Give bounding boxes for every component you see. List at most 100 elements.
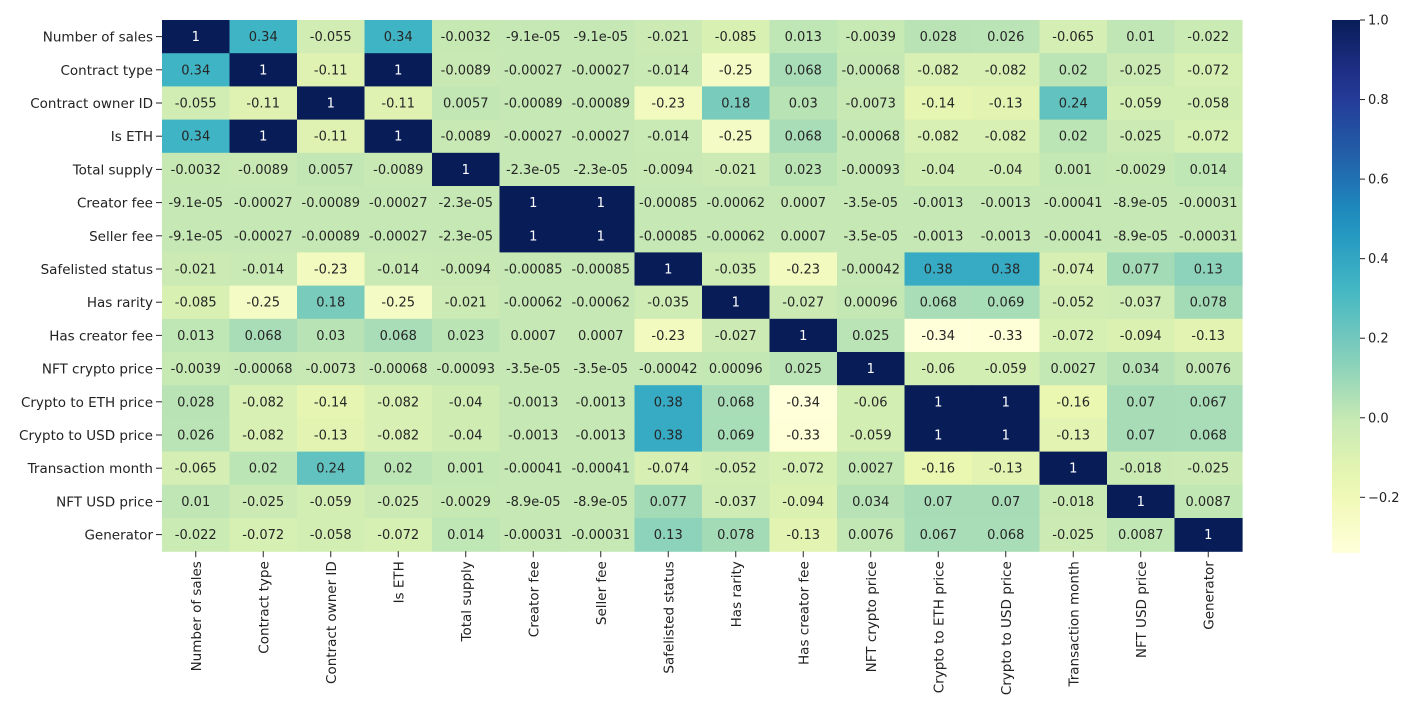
row-label: Safelisted status [41,262,153,278]
heatmap-cell [499,86,568,121]
cell-value-label: -0.00089 [504,97,562,112]
cell-value-label: 0.077 [1122,263,1159,278]
heatmap-cell [1174,451,1243,486]
cell-value-label: -0.025 [1052,528,1094,543]
column-label: Safelisted status [661,561,677,673]
heatmap-cell [769,451,838,486]
cell-value-label: 1 [529,229,537,244]
cell-value-label: 0.023 [785,163,822,178]
heatmap-cell [1107,219,1176,253]
cell-value-label: -0.00085 [639,229,697,244]
cell-value-label: 1 [934,395,942,410]
cell-value-label: 1 [259,63,267,78]
column-label: Transaction month [1066,561,1082,687]
heatmap-cell [702,318,771,353]
column-label: Crypto to USD price [999,561,1015,695]
cell-value-label: -0.0073 [846,97,896,112]
heatmap-cell [297,285,366,320]
cell-value-label: 0.03 [316,329,345,344]
cell-value-label: -0.052 [715,462,757,477]
heatmap-cell [297,484,366,519]
heatmap-cell [1107,252,1176,287]
cell-value-label: -0.23 [651,329,685,344]
cell-value-label: -0.00027 [234,229,292,244]
cell-value-label: -0.059 [850,429,892,444]
heatmap-cell [364,152,433,187]
heatmap-cell [1174,285,1243,320]
heatmap-cell [634,186,703,220]
heatmap-cell [364,86,433,121]
cell-value-label: 1 [1069,462,1077,477]
heatmap-cell [567,53,636,87]
heatmap-cell [1039,86,1108,121]
cell-value-label: -0.052 [1052,296,1094,311]
column-label: Total supply [459,561,475,642]
heatmap-cell [162,252,231,287]
heatmap-cell [297,53,366,87]
cell-value-label: -0.0013 [981,196,1031,211]
cell-value-label: -0.00068 [842,63,900,78]
cell-value-label: -0.014 [242,263,284,278]
heatmap-cell [1039,53,1108,87]
heatmap-cell [499,451,568,486]
cell-value-label: -0.0039 [846,30,896,45]
colorbar-tick-label: 1.0 [1368,14,1389,29]
cell-value-label: 0.013 [785,30,822,45]
heatmap-cell [1039,285,1108,320]
heatmap-cell [972,285,1041,320]
heatmap-cell [567,219,636,253]
cell-value-label: 0.03 [789,97,818,112]
cell-value-label: -0.014 [647,130,689,145]
heatmap-cell [364,385,433,419]
cell-value-label: 1 [1204,528,1212,543]
cell-value-label: 0.069 [717,429,754,444]
heatmap-cell [837,385,906,419]
cell-value-label: 0.02 [1059,63,1088,78]
cell-value-label: -0.34 [786,395,820,410]
heatmap-cell [499,285,568,320]
cell-value-label: -0.021 [715,163,757,178]
heatmap-cell [297,352,366,386]
cell-value-label: -0.04 [449,395,483,410]
heatmap-cell [702,451,771,486]
heatmap-cell [432,53,501,87]
cell-value-label: 1 [529,196,537,211]
heatmap-cell [837,352,906,386]
cell-value-label: -0.00042 [639,362,697,377]
row-label: Transaction month [27,461,153,477]
heatmap-cell [499,252,568,287]
heatmap-cell [904,484,973,519]
colorbar-tick-label: −0.2 [1368,491,1400,506]
heatmap-cell [904,385,973,419]
cell-value-label: -0.00068 [842,130,900,145]
column-label: Is ETH [391,561,407,603]
cell-value-label: 0.01 [181,495,210,510]
heatmap-cell [432,418,501,453]
cell-value-label: -0.025 [1187,462,1229,477]
cell-value-label: -0.0073 [306,362,356,377]
heatmap-cell [364,20,433,54]
cell-value-label: 0.026 [177,429,214,444]
heatmap-cell [1174,152,1243,187]
cell-value-label: -0.23 [651,97,685,112]
cell-value-label: 0.02 [249,462,278,477]
column-label: Creator fee [526,561,542,637]
heatmap-cell [499,53,568,87]
heatmap-cell [837,86,906,121]
heatmap-cell [297,252,366,287]
cell-value-label: 1 [597,229,605,244]
cell-value-label: -0.0013 [981,229,1031,244]
cell-value-label: 0.067 [1190,395,1227,410]
cell-value-label: 1 [1002,395,1010,410]
heatmap-cell [837,186,906,220]
cell-value-label: -0.018 [1052,495,1094,510]
heatmap-cell [972,318,1041,353]
cell-value-label: -2.3e-05 [573,163,628,178]
heatmap-cell [297,86,366,121]
cell-value-label: 1 [1002,429,1010,444]
cell-value-label: -0.072 [1052,329,1094,344]
heatmap-cell [162,318,231,353]
heatmap-cell [364,451,433,486]
heatmap-cell [432,252,501,287]
